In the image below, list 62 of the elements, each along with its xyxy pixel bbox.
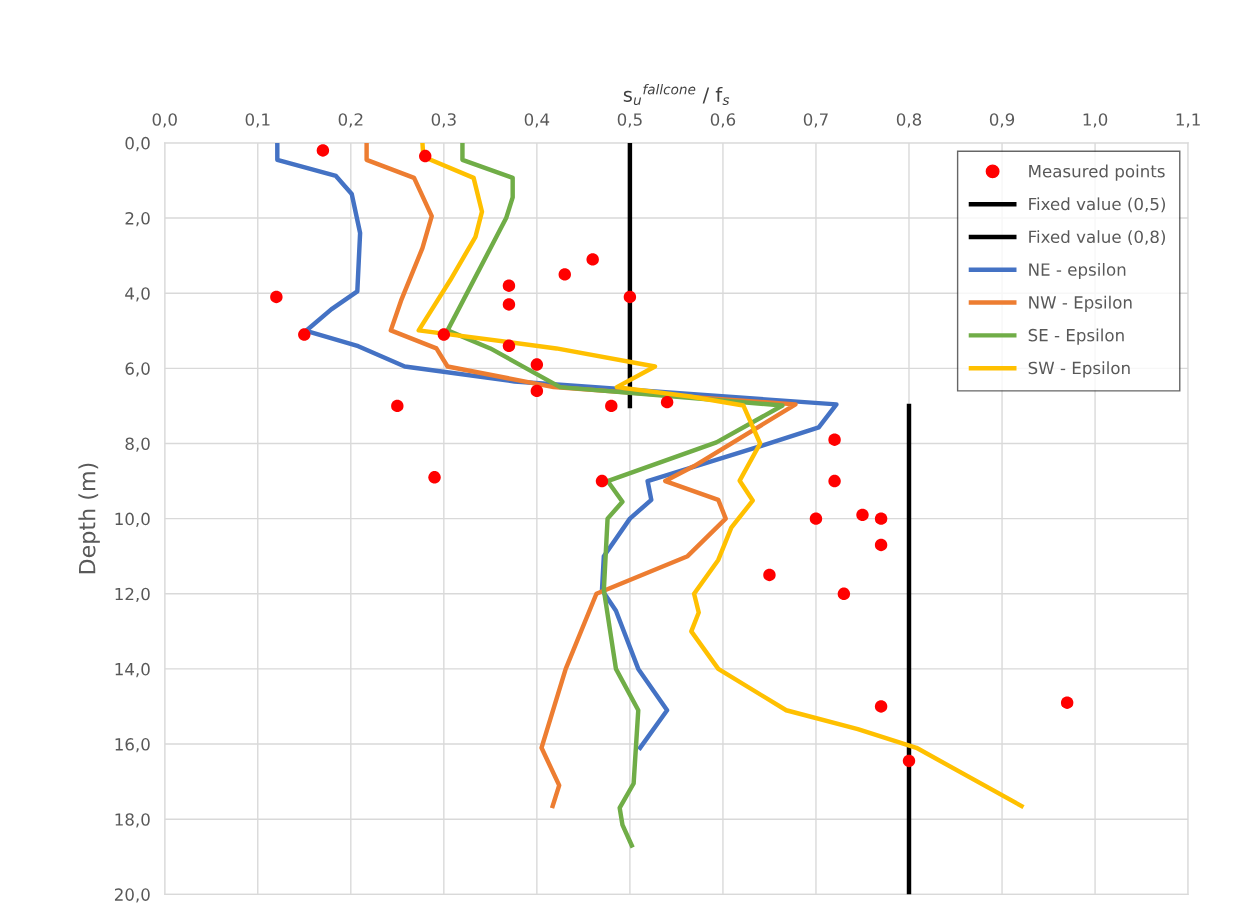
- x-tick-label: 0,8: [896, 113, 922, 128]
- x-tick-label: 0,7: [803, 113, 828, 128]
- x-tick-label: 0,9: [989, 113, 1015, 128]
- y-tick-label: 2,0: [125, 212, 150, 227]
- point: [763, 568, 776, 582]
- point: [902, 754, 916, 768]
- point: [837, 587, 851, 600]
- point: [809, 512, 823, 525]
- legend-label: Measured points: [1029, 164, 1165, 181]
- y-axis-title: Depth (m): [78, 463, 100, 574]
- y-tick-label: 0,0: [125, 136, 150, 152]
- point: [502, 298, 516, 311]
- x-tick-label: 0,3: [431, 113, 456, 128]
- legend-label: NE - epsilon: [1029, 262, 1126, 280]
- x-tick-label: 0,5: [617, 113, 642, 128]
- point: [502, 279, 516, 292]
- y-tick-label: 12,0: [115, 587, 150, 603]
- point: [605, 399, 618, 413]
- legend-label: SE - Epsilon: [1028, 328, 1124, 345]
- point: [1060, 696, 1074, 709]
- y-tick-label: 14,0: [115, 662, 150, 678]
- y-tick-label: 20,0: [114, 888, 150, 903]
- line-series: [416, 142, 1024, 809]
- x-tick-label: 1,0: [1083, 113, 1108, 128]
- y-tick-label: 8,0: [125, 437, 150, 452]
- x-tick-label: 0,0: [152, 113, 177, 128]
- point: [874, 538, 888, 552]
- y-tick-label: 16,0: [115, 738, 150, 753]
- x-tick-label: 0,6: [710, 113, 736, 128]
- legend-label: NW - Epsilon: [1029, 295, 1132, 312]
- point: [502, 339, 516, 353]
- point: [595, 474, 609, 488]
- point: [419, 149, 432, 163]
- point: [558, 268, 571, 281]
- point: [437, 328, 451, 341]
- point: [270, 290, 283, 304]
- x-tick-label: 0,2: [338, 113, 363, 128]
- point: [530, 384, 544, 398]
- point: [298, 328, 311, 341]
- legend-label: Fixed value (0,8): [1029, 230, 1165, 246]
- point: [391, 399, 404, 413]
- point: [874, 700, 888, 713]
- x-tick-label: 1,1: [1176, 113, 1200, 128]
- point: [428, 471, 441, 484]
- point: [586, 253, 599, 266]
- y-tick-label: 10,0: [115, 512, 150, 527]
- x-tick-label: 0,4: [524, 113, 550, 128]
- point: [530, 358, 544, 371]
- point: [874, 512, 888, 525]
- y-tick-label: 6,0: [125, 362, 150, 377]
- y-tick-label: 18,0: [115, 813, 150, 828]
- point: [623, 290, 637, 304]
- point: [828, 474, 841, 488]
- x-tick-label: 0,1: [245, 113, 270, 128]
- legend-label: Fixed value (0,5): [1029, 197, 1165, 213]
- point: [828, 433, 841, 446]
- point: [856, 508, 869, 522]
- legend-label: SW - Epsilon: [1028, 361, 1130, 378]
- y-tick-label: 4,0: [125, 287, 150, 302]
- point: [316, 144, 330, 157]
- x-axis-title: s$_{u}$$^{fallcone}$ / f$_{s}$: [623, 83, 730, 106]
- point: [660, 395, 674, 409]
